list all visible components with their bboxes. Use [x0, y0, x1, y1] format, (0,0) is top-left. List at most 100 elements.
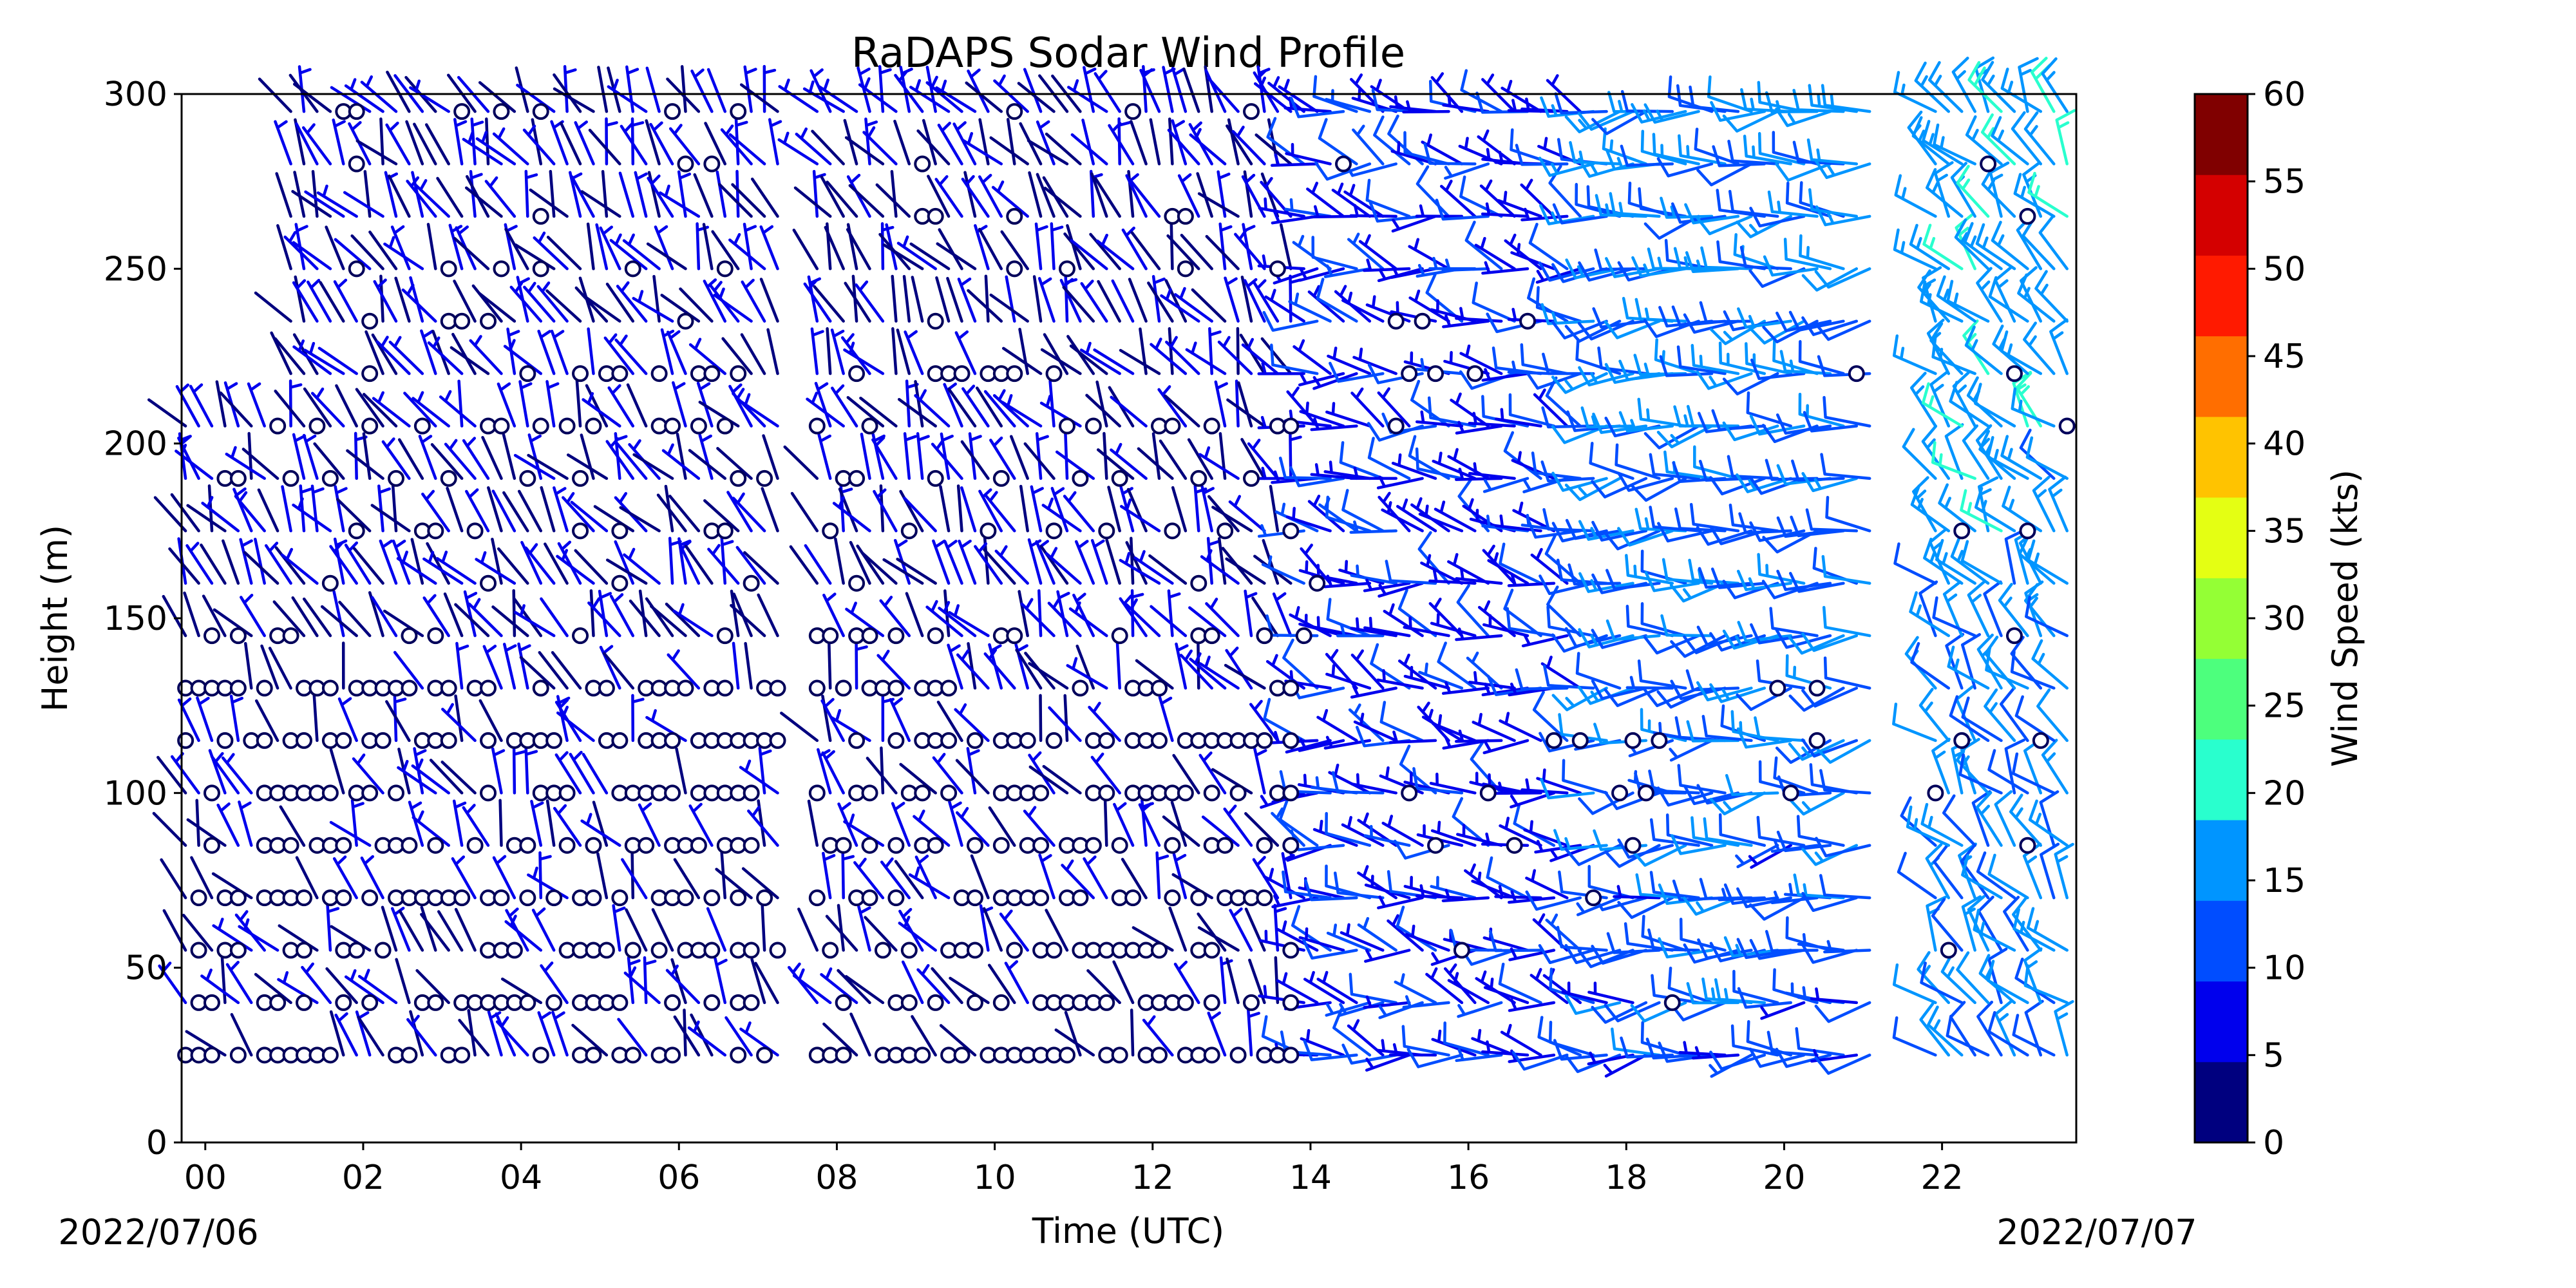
- wind-barb: [258, 77, 292, 113]
- calm-marker: [585, 417, 602, 435]
- calm-marker: [229, 469, 247, 487]
- calm-marker: [1006, 207, 1023, 225]
- wind-barb: [1801, 891, 1859, 913]
- wind-barb: [1552, 203, 1608, 225]
- wind-barb: [1279, 223, 1293, 270]
- wind-barb: [807, 799, 819, 847]
- calm-marker: [1229, 784, 1247, 802]
- wind-barb: [1173, 287, 1213, 323]
- wind-barb: [616, 281, 648, 323]
- wind-barb: [1019, 484, 1029, 533]
- calm-marker: [1150, 679, 1168, 697]
- wind-barb: [626, 383, 648, 428]
- wind-barb: [310, 387, 345, 428]
- wind-barb: [225, 446, 266, 480]
- wind-barb: [1976, 851, 2016, 900]
- calm-marker: [822, 942, 839, 959]
- wind-barb: [1825, 495, 1871, 533]
- wind-barb: [1408, 238, 1450, 270]
- wind-barb: [1226, 124, 1253, 166]
- wind-barb: [536, 281, 569, 323]
- wind-barb: [396, 550, 437, 585]
- wind-barb: [956, 484, 963, 533]
- wind-barb: [1801, 687, 1859, 708]
- wind-barb: [215, 380, 227, 428]
- wind-barb: [346, 449, 384, 480]
- calm-marker: [453, 103, 471, 120]
- wind-barb: [463, 590, 478, 638]
- wind-barb: [1376, 475, 1424, 489]
- wind-barb: [1089, 232, 1121, 270]
- wind-barb: [1040, 348, 1082, 375]
- wind-barb: [1111, 279, 1135, 323]
- wind-barb: [623, 966, 661, 1005]
- wind-barb: [679, 287, 714, 323]
- wind-barb: [1686, 720, 1740, 743]
- wind-barb: [355, 388, 384, 428]
- wind-barb: [1001, 346, 1043, 375]
- wind-barb: [1197, 912, 1227, 952]
- wind-barb: [1325, 664, 1372, 690]
- wind-barb: [715, 170, 727, 218]
- wind-barb: [1801, 316, 1859, 336]
- wind-barb: [589, 589, 595, 638]
- wind-barb: [947, 643, 963, 690]
- wind-barb: [1357, 916, 1397, 952]
- wind-barb: [735, 545, 766, 585]
- wind-barb: [414, 179, 450, 218]
- wind-barb: [1539, 204, 1595, 225]
- wind-barb: [1757, 80, 1806, 113]
- wind-barb: [1468, 462, 1516, 480]
- wind-barb: [1269, 484, 1280, 533]
- calm-marker: [1190, 469, 1208, 487]
- wind-barb: [1481, 368, 1530, 382]
- wind-barb: [1499, 542, 1542, 585]
- calm-marker: [703, 155, 721, 173]
- wind-barb: [1921, 424, 1951, 480]
- calm-marker: [953, 1046, 971, 1064]
- wind-barb: [387, 175, 411, 218]
- wind-barb: [1809, 763, 1859, 795]
- wind-barb: [1229, 907, 1253, 952]
- wind-barb: [360, 855, 384, 900]
- wind-barb: [822, 1022, 858, 1057]
- calm-marker: [1111, 627, 1128, 645]
- wind-barb: [638, 589, 648, 638]
- wind-barb: [1401, 1025, 1450, 1057]
- wind-barb: [1170, 222, 1174, 270]
- wind-barb: [1785, 181, 1832, 218]
- calm-marker: [1045, 732, 1063, 749]
- calm-marker: [848, 365, 866, 383]
- calm-marker: [703, 942, 721, 959]
- wind-barb: [826, 327, 832, 375]
- wind-barb: [1128, 278, 1148, 323]
- wind-barb: [289, 379, 303, 428]
- wind-barb: [1644, 571, 1700, 592]
- calm-marker: [269, 994, 287, 1011]
- calm-marker: [1058, 417, 1075, 435]
- wind-barb: [1814, 1001, 1871, 1023]
- wind-barb: [1471, 871, 1516, 900]
- wind-barb: [862, 126, 898, 166]
- wind-barb: [820, 967, 858, 1005]
- wind-barb: [614, 334, 648, 375]
- wind-barb: [987, 963, 1016, 1005]
- x-tick-label: 12: [1132, 1159, 1174, 1197]
- wind-barb: [1967, 61, 2003, 113]
- calm-marker: [966, 942, 983, 959]
- wind-barb: [1544, 534, 1582, 585]
- wind-barb: [1494, 781, 1542, 795]
- wind-barb: [412, 391, 450, 428]
- wind-barb: [1068, 601, 1108, 638]
- wind-barb: [1945, 632, 1965, 690]
- calm-marker: [519, 837, 536, 854]
- calm-marker: [1177, 207, 1194, 225]
- wind-barb: [386, 70, 411, 113]
- wind-barb: [2038, 215, 2069, 270]
- wind-barb: [1377, 387, 1411, 428]
- wind-barb: [739, 759, 779, 795]
- calm-marker: [493, 889, 510, 907]
- wind-barb: [1722, 421, 1779, 442]
- calm-marker: [388, 784, 405, 802]
- wind-barb: [580, 190, 621, 218]
